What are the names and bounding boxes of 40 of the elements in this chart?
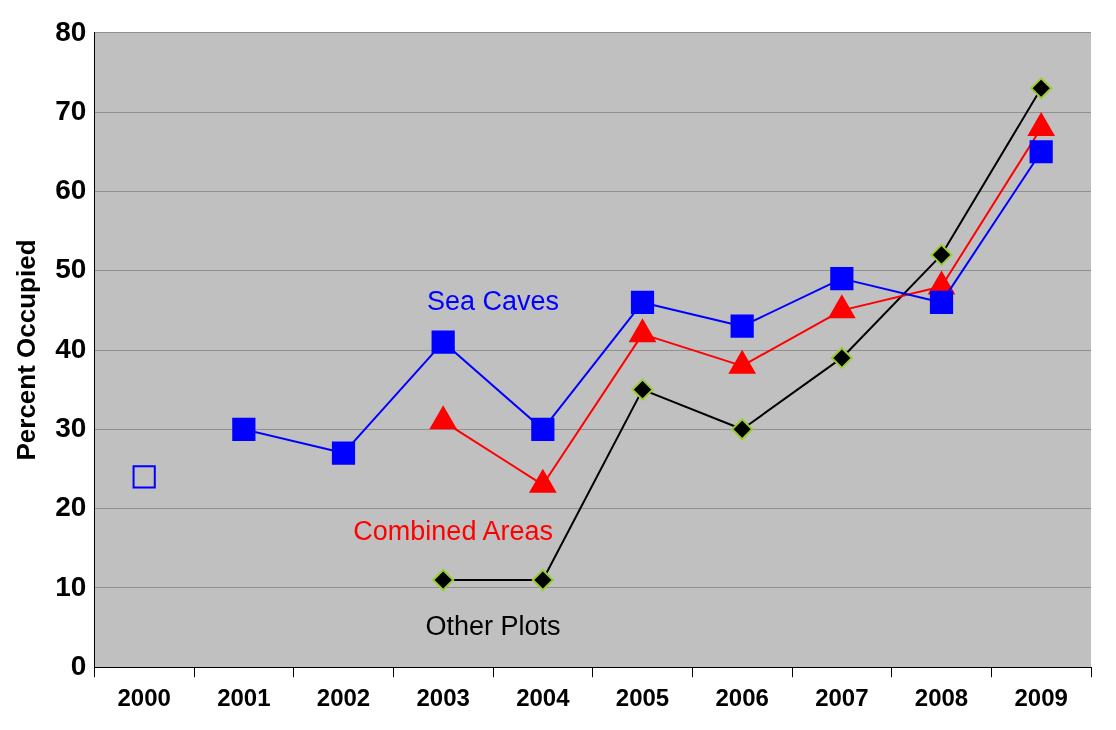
x-tick-label: 2008 (914, 684, 969, 712)
y-tick-label: 40 (55, 332, 87, 364)
point (132, 465, 156, 489)
y-tick-label: 80 (55, 15, 87, 47)
x-tick-label: 2007 (815, 684, 869, 712)
point (1029, 140, 1053, 164)
point (331, 441, 356, 465)
y-tick-label: 30 (55, 412, 87, 444)
y-tick-label: 60 (55, 174, 87, 206)
series-label: Other Plots (425, 611, 561, 641)
x-tick-label: 2005 (615, 684, 670, 712)
y-tick-label: 20 (55, 491, 87, 523)
point (830, 346, 853, 369)
point (731, 418, 754, 441)
series-label: Sea Caves (426, 285, 560, 316)
point (929, 290, 954, 315)
x-tick-label: 2000 (117, 684, 171, 712)
point (630, 290, 655, 315)
point (730, 314, 754, 338)
point (531, 568, 554, 591)
x-tick-label: 2004 (516, 684, 571, 712)
x-tick-label: 2006 (715, 684, 769, 712)
point (432, 568, 455, 591)
y-axis-title: Percent Occupied (10, 239, 41, 461)
x-tick-label: 2009 (1014, 684, 1068, 712)
y-tick-label: 50 (55, 253, 87, 285)
point (1030, 77, 1053, 100)
point (930, 243, 953, 266)
point (531, 417, 555, 441)
y-tick-label: 10 (55, 570, 87, 602)
x-tick-label: 2001 (217, 684, 271, 712)
point (232, 417, 256, 441)
y-tick-label: 70 (55, 94, 87, 126)
x-tick-label: 2002 (316, 684, 371, 712)
point (830, 267, 854, 291)
point (631, 378, 654, 401)
x-tick-label: 2003 (416, 684, 470, 712)
point (431, 330, 455, 354)
series-label: Combined Areas (353, 515, 553, 546)
y-tick-label: 0 (70, 649, 87, 681)
